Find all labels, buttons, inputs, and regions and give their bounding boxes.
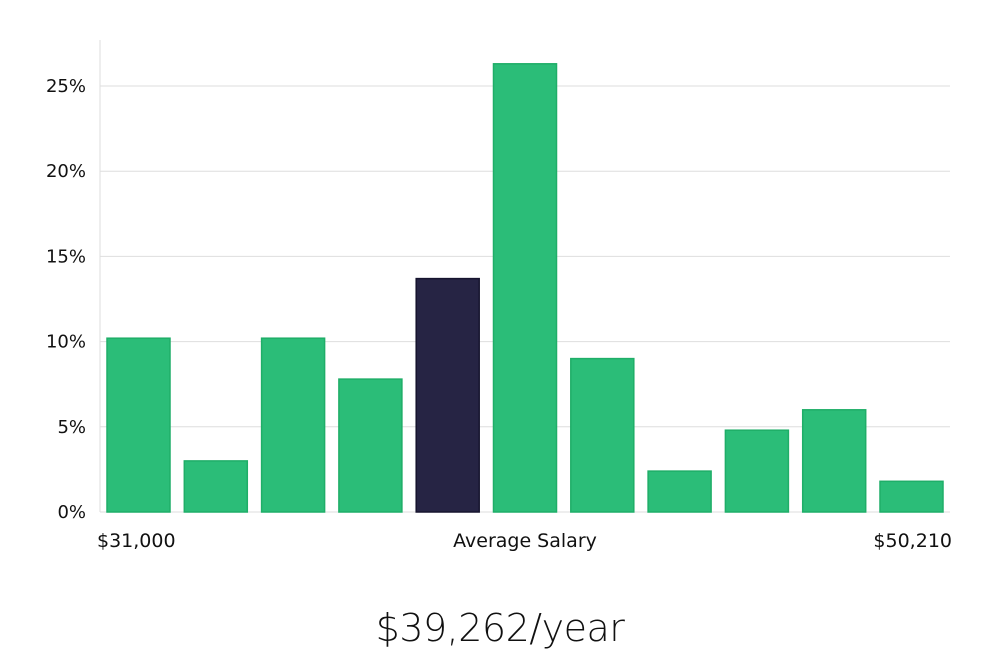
y-tick-label: 25% xyxy=(46,76,86,97)
bar xyxy=(260,337,326,513)
y-tick-label: 0% xyxy=(57,502,86,523)
bar xyxy=(338,378,403,513)
y-tick-label: 15% xyxy=(46,246,86,267)
salary-distribution-chart: 0%5%10%15%20%25% $31,000 Average Salary … xyxy=(46,40,952,552)
y-tick-label: 10% xyxy=(46,332,86,353)
average-salary-value: $39,262/year xyxy=(375,606,625,650)
bar xyxy=(492,63,558,513)
x-label-min: $31,000 xyxy=(97,530,176,552)
bar xyxy=(801,409,867,513)
bar xyxy=(570,357,635,513)
y-tick-labels: 0% 5% 10% 15% 20% 25% xyxy=(46,76,86,523)
bar-highlighted xyxy=(415,277,480,513)
bar xyxy=(183,460,249,513)
bar xyxy=(724,429,790,513)
x-label-center: Average Salary xyxy=(453,530,597,552)
y-tick-label: 5% xyxy=(57,417,86,438)
bar xyxy=(106,337,171,513)
x-label-max: $50,210 xyxy=(873,530,952,552)
bar xyxy=(647,470,712,513)
bars xyxy=(106,63,944,513)
y-tick-label: 20% xyxy=(46,161,86,182)
bar xyxy=(879,480,944,513)
